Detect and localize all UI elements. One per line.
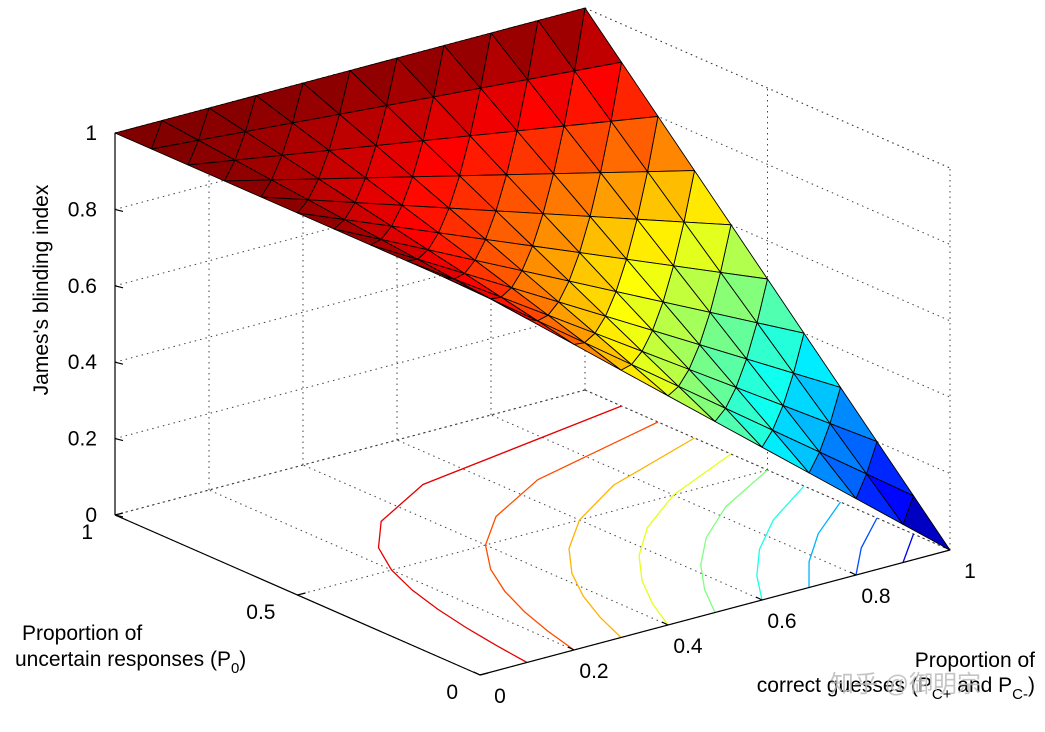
- z-tick-label: 0: [85, 504, 97, 527]
- tick-mark: [755, 596, 763, 601]
- y-tick-label: 0: [446, 681, 458, 704]
- contour-line: [484, 421, 659, 651]
- surface-facet: [297, 212, 345, 230]
- y-axis-label: Proportion of: [22, 622, 142, 645]
- x-axis-label: correct guesses (PC+ and PC-): [757, 674, 1035, 703]
- contour-line: [902, 533, 915, 563]
- tick-mark: [567, 646, 575, 651]
- y-tick-label: 1: [81, 521, 93, 544]
- y-axis-label: uncertain responses (P0): [15, 648, 246, 677]
- tick-mark: [114, 514, 124, 518]
- label-part: uncertain responses (P: [15, 648, 231, 671]
- tick-mark: [479, 672, 489, 676]
- contour-line: [568, 437, 695, 638]
- tick-mark: [473, 671, 481, 676]
- x-tick-label: 0.2: [579, 660, 608, 683]
- tick-mark: [114, 512, 124, 516]
- contour-line: [855, 517, 878, 576]
- label-part: and P: [951, 674, 1012, 697]
- surface-layer: [114, 7, 951, 551]
- tick-mark: [661, 621, 669, 626]
- z-tick-label: 0.8: [68, 198, 97, 221]
- y-tick-label: 0.5: [246, 601, 275, 624]
- watermark: 知乎 @御明宗: [830, 671, 981, 698]
- z-tick-label: 1: [85, 122, 97, 145]
- z-tick-label: 0.2: [68, 428, 97, 451]
- contour-line: [808, 501, 842, 588]
- x-tick-label: 1: [964, 560, 976, 583]
- z-tick-label: 0.4: [68, 351, 98, 374]
- label-subscript: C-: [1012, 686, 1028, 703]
- contour-line: [377, 405, 622, 664]
- tick-mark: [114, 361, 124, 365]
- x-tick-label: 0.6: [767, 610, 796, 633]
- contour-line: [700, 469, 768, 613]
- label-subscript: 0: [231, 660, 239, 677]
- z-axis-label: James's blinding index: [30, 184, 53, 395]
- surface-facet: [260, 196, 309, 214]
- contour-layer: [377, 405, 915, 664]
- label-part: ): [239, 648, 246, 671]
- grid-line: [297, 469, 768, 596]
- tick-mark: [114, 208, 124, 212]
- label-part: ): [1028, 674, 1035, 697]
- tick-mark: [114, 285, 124, 289]
- surface-facet: [333, 228, 382, 246]
- grid-line: [584, 7, 951, 169]
- surface-facet: [224, 179, 272, 198]
- tick-mark: [114, 438, 124, 442]
- tick-mark: [849, 571, 857, 576]
- surface-facet: [406, 260, 455, 280]
- surface-facet: [370, 244, 418, 262]
- contour-line: [756, 485, 805, 601]
- x-axis: [479, 549, 951, 676]
- z-tick-label: 0.6: [68, 275, 97, 298]
- contour-line: [638, 453, 732, 626]
- grid-line: [114, 389, 586, 516]
- x-tick-label: 0: [494, 685, 506, 708]
- grid-line: [114, 236, 586, 363]
- grid-line: [114, 313, 586, 440]
- tick-mark: [297, 592, 306, 596]
- label-subscript: C+: [932, 686, 952, 703]
- label-part: correct guesses (P: [757, 674, 932, 697]
- x-axis-label: Proportion of: [915, 649, 1035, 672]
- x-tick-label: 0.8: [861, 585, 890, 608]
- x-tick-label: 0.4: [673, 635, 703, 658]
- surface-facet: [443, 276, 491, 300]
